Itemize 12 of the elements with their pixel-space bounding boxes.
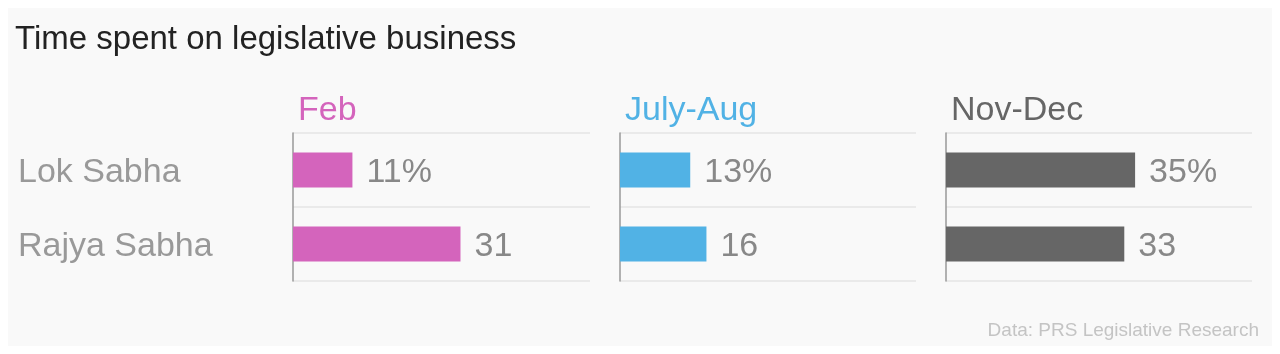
y-tick-label: Rajya Sabha bbox=[18, 225, 213, 263]
data-label: 35% bbox=[1149, 151, 1218, 189]
data-label: 33 bbox=[1138, 225, 1177, 263]
data-label: 16 bbox=[720, 225, 759, 263]
series-label: Nov-Dec bbox=[951, 89, 1084, 127]
series-label: July-Aug bbox=[625, 89, 758, 127]
data-label: 31 bbox=[474, 225, 513, 263]
chart-title: Time spent on legislative business bbox=[15, 19, 517, 56]
y-tick-label: Lok Sabha bbox=[18, 151, 181, 189]
data-label: 13% bbox=[704, 151, 773, 189]
series-label: Feb bbox=[298, 89, 357, 127]
data-label: 11% bbox=[366, 151, 432, 189]
